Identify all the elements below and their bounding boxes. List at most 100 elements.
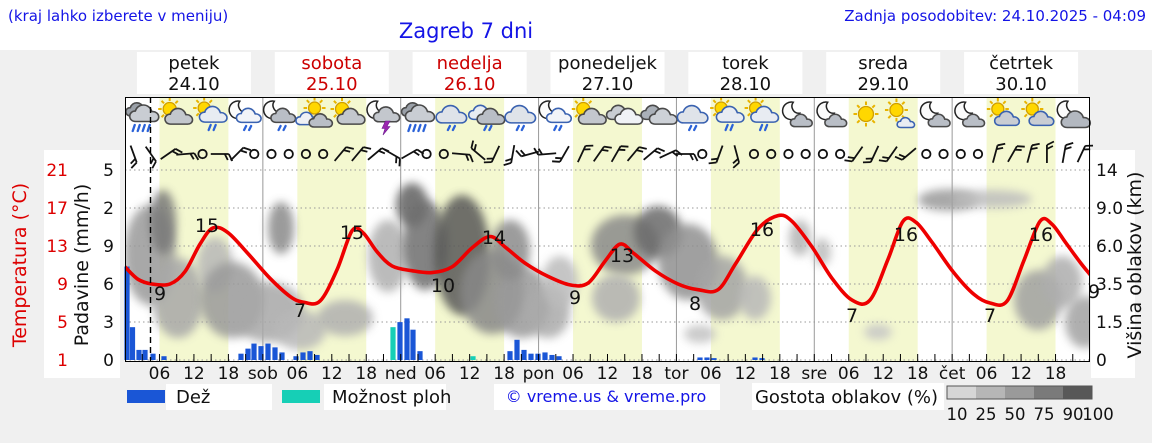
time-axis-label: 06	[700, 364, 722, 384]
cloud-density-swatch	[1063, 386, 1092, 399]
rain-bar	[314, 354, 320, 360]
legend-rain-label: Dež	[176, 387, 210, 408]
weather-icon-cloud-drizzle	[504, 104, 537, 132]
wind-calm-icon	[972, 148, 984, 160]
rain-bar	[507, 351, 513, 360]
temperature-value: 9	[1088, 281, 1100, 303]
rain-bar	[279, 352, 285, 360]
showers-color-swatch	[282, 390, 320, 403]
rain-bar	[549, 354, 555, 360]
rain-bar	[528, 353, 534, 360]
legend-rain-labelbox	[166, 384, 272, 410]
temperature-tick-label: 5	[57, 313, 68, 333]
time-axis-label: 06	[287, 364, 309, 384]
weather-icon-sun-shower	[744, 97, 780, 132]
time-axis-label: 18	[631, 364, 653, 384]
wind-barb-icon	[676, 153, 699, 162]
day-name: petek	[168, 53, 220, 74]
time-axis-label: 12	[459, 364, 481, 384]
cloud-cover-blob	[684, 325, 716, 343]
wind-calm-icon	[283, 148, 294, 160]
wind-barb-row	[129, 140, 1094, 169]
rain-bar	[404, 318, 410, 360]
day-name: četrtek	[989, 53, 1054, 74]
temperature-value: 15	[195, 215, 219, 237]
weather-icon-sun-cloud-w	[1021, 98, 1055, 127]
cloud-density-scale-label: 10	[947, 405, 968, 424]
rain-bar	[711, 358, 717, 360]
weather-icon-moon-drizzle	[538, 100, 573, 132]
weather-icon-moon-thunder	[366, 100, 401, 136]
wind-barb-icon	[470, 140, 486, 161]
cloud-height-tick-label: 9.0	[1096, 199, 1123, 219]
day-name: torek	[722, 53, 769, 74]
precipitation-tick-label: 0	[103, 351, 114, 371]
precipitation-axis-label: Padavine (mm/h)	[71, 184, 93, 347]
rain-color-swatch	[127, 390, 165, 403]
time-axis-label: sob	[248, 364, 278, 384]
wind-barb-icon	[592, 145, 612, 162]
wind-barb-icon	[333, 146, 355, 162]
wind-barb-icon	[708, 145, 724, 165]
cloud-cover-blob	[150, 190, 176, 254]
rain-bar	[265, 343, 271, 360]
weather-icon-moon-cloud-big	[1056, 100, 1092, 129]
wind-barb-icon	[451, 152, 474, 163]
rain-bar	[150, 353, 156, 360]
weather-icon-moon-cloud	[781, 101, 813, 128]
time-axis-label: ned	[385, 364, 417, 384]
temperature-value: 16	[750, 219, 774, 241]
cloud-cover-blob	[274, 310, 326, 350]
cloud-height-tick-label: 1.5	[1096, 313, 1123, 333]
rain-bar	[300, 352, 306, 360]
temperature-value: 9	[569, 287, 581, 309]
weather-icon-moon-drizzle	[228, 100, 262, 132]
temperature-value: 16	[1029, 224, 1053, 246]
day-header-box	[688, 52, 803, 94]
legend: Dež Možnost ploh © vreme.us & vreme.pro …	[127, 383, 1114, 424]
wind-calm-icon	[835, 148, 846, 160]
cloud-density-scale-label: 25	[976, 405, 997, 424]
wind-calm-icon	[938, 148, 949, 160]
time-axis-labels: 06 12 18 sob 06 12 18 ned 06 12 18 pon 06 12 18 tor 06 12…	[149, 364, 1067, 384]
cloud-density-swatch	[1034, 386, 1063, 399]
temperature-tick-label: 9	[57, 275, 68, 295]
header-band	[0, 0, 1152, 50]
day-date: 28.10	[720, 74, 772, 95]
rain-bar	[307, 351, 313, 360]
day-header-box	[412, 52, 527, 94]
cloud-cover-blob	[813, 238, 831, 266]
rain-bar	[272, 347, 278, 360]
wind-barb-icon	[610, 145, 629, 163]
rain-bar	[410, 329, 416, 360]
time-tick-marks	[141, 354, 1074, 361]
cloud-height-axis-label: Višina oblakov (km)	[1124, 172, 1146, 359]
time-axis-label: sre	[801, 364, 827, 384]
weather-icon-sun-cloud	[158, 97, 194, 125]
precipitation-tick-label: 6	[103, 275, 114, 295]
day-date: 30.10	[995, 74, 1047, 95]
day-date: 29.10	[857, 74, 909, 95]
weather-icon-clouds-gray	[640, 104, 678, 125]
rain-bar	[238, 353, 244, 360]
cloud-density-scale-label: 100	[1082, 405, 1114, 424]
temperature-value: 9	[154, 283, 166, 305]
temperature-value: 8	[689, 293, 701, 315]
legend-showers-label: Možnost ploh	[332, 387, 451, 408]
day-name: ponedeljek	[558, 53, 657, 74]
legend-density-labelbox	[752, 383, 944, 410]
wind-barb-icon	[533, 147, 557, 156]
weather-icon-sun-shower	[710, 97, 745, 132]
weather-icon-sun-clouds	[295, 97, 334, 128]
wind-calm-icon	[438, 148, 449, 160]
time-axis-label: 12	[321, 364, 343, 384]
rain-bar	[161, 356, 167, 360]
temperature-tick-label: 13	[46, 237, 68, 257]
rain-bar	[556, 356, 562, 360]
weather-icon-clouds-drizzle	[467, 104, 506, 132]
time-axis-label: 06	[424, 364, 446, 384]
weather-icon-row	[125, 97, 1092, 136]
legend-copyright-box	[494, 384, 720, 410]
time-axis-label: 18	[493, 364, 515, 384]
